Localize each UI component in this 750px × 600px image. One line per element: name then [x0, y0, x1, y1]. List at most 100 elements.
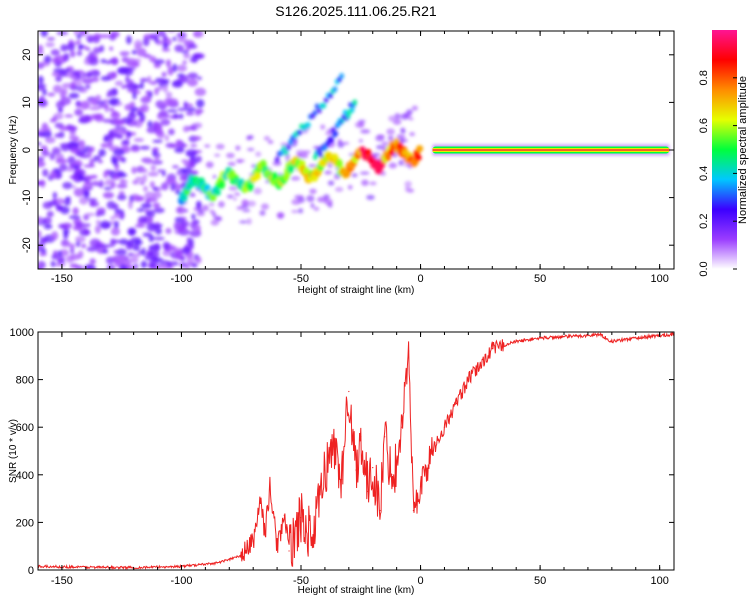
noise-blob [187, 78, 198, 87]
noise-blob [120, 51, 128, 57]
noise-blob [132, 91, 137, 100]
branch-blob [328, 92, 334, 99]
noise-blob [142, 173, 147, 183]
noise-blob [139, 77, 149, 83]
noise-blob [38, 242, 42, 249]
noise-blob [42, 168, 49, 177]
noise-blob [157, 169, 163, 173]
halo-blob [259, 210, 266, 216]
noise-blob [188, 237, 194, 247]
noise-blob [174, 44, 185, 53]
noise-blob [175, 139, 183, 148]
noise-blob [64, 114, 74, 118]
noise-blob [67, 140, 80, 150]
noise-blob [173, 221, 183, 226]
noise-blob [42, 201, 53, 210]
noise-blob [61, 87, 68, 96]
noise-blob [81, 243, 87, 249]
y-tick-label: -10 [21, 190, 33, 206]
halo-blob [179, 216, 188, 221]
noise-blob [117, 194, 127, 201]
noise-blob [165, 227, 172, 235]
ridge-blob [414, 154, 422, 161]
noise-blob [136, 208, 145, 212]
noise-blob [132, 253, 141, 258]
noise-blob [60, 44, 69, 52]
noise-blob [147, 209, 155, 218]
halo-blob [313, 206, 320, 212]
ridge-blob [335, 158, 343, 169]
noise-blob [175, 171, 182, 176]
noise-blob [185, 111, 195, 116]
branch-blob [342, 109, 348, 116]
halo-blob [267, 139, 274, 145]
noise-blob [149, 55, 157, 63]
halo-blob [324, 198, 333, 206]
noise-blob [75, 235, 86, 243]
snr-point [539, 337, 541, 339]
noise-blob [81, 72, 87, 79]
y-tick-label: 600 [16, 422, 34, 434]
noise-blob [140, 104, 149, 113]
halo-blob [396, 133, 406, 140]
noise-blob [194, 256, 202, 264]
noise-blob [38, 262, 42, 269]
halo-blob [210, 219, 220, 226]
halo-blob [310, 202, 315, 209]
noise-blob [69, 129, 76, 138]
noise-blob [160, 118, 171, 126]
halo-blob [386, 128, 395, 135]
noise-blob [65, 196, 71, 201]
halo-blob [394, 113, 401, 120]
halo-blob [246, 135, 252, 141]
noise-blob [152, 147, 160, 153]
halo-blob [381, 141, 389, 147]
snr-point [360, 436, 362, 438]
noise-blob [159, 264, 169, 269]
halo-blob [298, 152, 309, 159]
branch-blob [305, 121, 311, 128]
noise-blob [38, 44, 44, 53]
noise-blob [181, 247, 191, 255]
noise-blob [92, 46, 101, 54]
x-tick-label: -150 [51, 273, 73, 285]
noise-blob [120, 157, 127, 163]
noise-blob [38, 85, 46, 91]
noise-blob [114, 80, 124, 87]
x-tick-label: 100 [650, 273, 668, 285]
noise-blob [144, 191, 156, 200]
halo-blob [361, 179, 369, 186]
noise-blob [58, 125, 70, 131]
noise-blob [60, 240, 71, 248]
noise-blob [84, 264, 96, 269]
noise-blob [89, 106, 101, 111]
halo-blob [212, 174, 217, 179]
noise-blob [40, 31, 48, 38]
noise-blob [84, 180, 91, 185]
noise-blob [72, 225, 83, 231]
noise-blob [49, 152, 56, 161]
branch-blob [352, 99, 358, 106]
branch-blob [339, 72, 345, 79]
noise-blob [116, 254, 127, 264]
ridge-blob [218, 179, 226, 190]
noise-blob [163, 97, 173, 106]
noise-blob [161, 169, 166, 177]
halo-blob [388, 115, 396, 122]
halo-blob [409, 132, 415, 137]
snr-point [443, 426, 446, 428]
noise-blob [163, 85, 168, 93]
noise-blob [126, 131, 132, 138]
noise-blob [181, 159, 190, 163]
halo-blob [354, 121, 365, 129]
noise-blob [111, 57, 119, 66]
noise-blob [110, 99, 118, 106]
noise-blob [166, 109, 178, 113]
noise-blob [129, 265, 136, 269]
noise-blob [164, 134, 170, 142]
noise-blob [75, 101, 81, 105]
noise-blob [146, 222, 157, 232]
noise-blob [145, 198, 151, 205]
halo-blob [246, 218, 252, 225]
noise-blob [72, 41, 81, 46]
